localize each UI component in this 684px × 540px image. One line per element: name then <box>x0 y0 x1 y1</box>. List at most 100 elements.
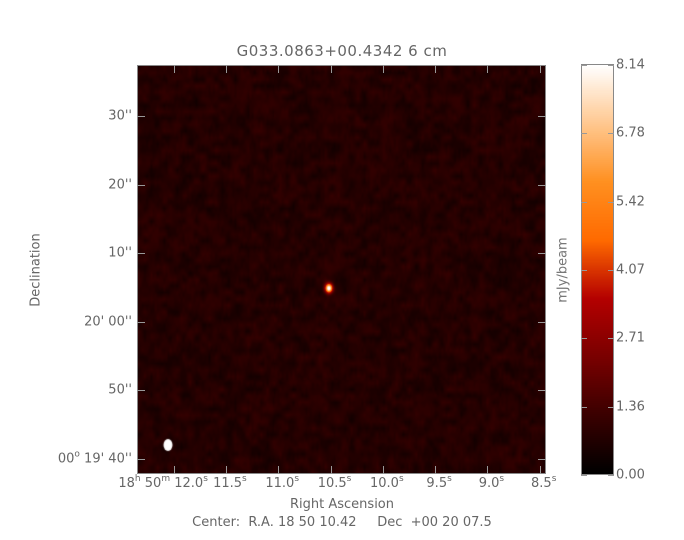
y-tick-mark <box>538 390 546 392</box>
colorbar-label: mJy/beam <box>555 237 571 303</box>
x-tick-mark <box>330 466 332 474</box>
y-tick-label: 50'' <box>108 383 132 398</box>
map-canvas <box>138 66 545 473</box>
x-tick-mark <box>487 65 489 73</box>
y-tick-degree-symbol: o <box>74 449 80 460</box>
y-tick-value: 19' 40'' <box>79 451 132 467</box>
colorbar-tick-mark <box>581 406 587 408</box>
colorbar-tick-mark <box>581 65 587 66</box>
colorbar-tick-label: 2.71 <box>616 330 645 346</box>
x-tick-mark <box>382 65 384 73</box>
x-tick-mark <box>173 65 175 73</box>
x-tick-mark <box>435 65 437 73</box>
y-tick-value: 10'' <box>108 245 132 261</box>
x-tick-value: 10.0 <box>369 476 399 491</box>
colorbar-tick-label: 1.36 <box>616 399 645 415</box>
x-tick-label: 11.0s <box>265 474 300 492</box>
y-tick-value: 30'' <box>108 108 132 124</box>
x-tick-unit: s <box>346 474 352 484</box>
x-axis-label: Right Ascension <box>290 497 394 512</box>
y-tick-value: 20' 00'' <box>84 314 132 330</box>
colorbar-tick-mark <box>608 406 614 408</box>
ra-hours-unit: h <box>134 474 141 484</box>
x-tick-mark <box>278 65 280 73</box>
y-tick-mark <box>137 321 145 323</box>
colorbar-tick-label: 8.14 <box>616 57 645 73</box>
x-tick-mark <box>173 466 175 474</box>
chart-title: G033.0863+00.4342 6 cm <box>236 42 448 60</box>
x-tick-label: 10.5s <box>317 474 352 492</box>
x-tick-unit: s <box>447 474 452 484</box>
colorbar-tick-mark <box>581 270 587 271</box>
y-tick-mark <box>538 184 546 186</box>
x-tick-mark <box>225 65 227 73</box>
colorbar-tick-label: 4.07 <box>616 262 645 278</box>
ra-minutes: 50 <box>144 476 162 491</box>
x-tick-mark <box>278 466 280 474</box>
colorbar <box>581 64 614 475</box>
colorbar-tick-mark <box>608 475 614 476</box>
x-tick-value: 10.5 <box>317 476 347 491</box>
y-tick-degrees: 00 <box>57 451 75 467</box>
x-tick-mark <box>435 466 437 474</box>
colorbar-tick-mark <box>608 270 614 271</box>
x-tick-label: 9.5s <box>426 474 452 492</box>
x-tick-label: 18h 50m 12.0s <box>118 474 208 492</box>
colorbar-tick-label: 0.00 <box>616 467 645 483</box>
center-coordinates: Center: R.A. 18 50 10.42 Dec +00 20 07.5 <box>192 515 492 530</box>
y-tick-label: 00o 19' 40'' <box>57 449 132 467</box>
y-tick-mark <box>137 390 145 392</box>
ra-minutes-unit: m <box>161 474 171 484</box>
y-tick-label: 20'' <box>108 177 132 192</box>
x-tick-value: 11.0 <box>265 476 295 491</box>
x-tick-unit: s <box>499 474 505 484</box>
y-tick-mark <box>538 116 546 118</box>
y-tick-value: 20'' <box>108 177 132 193</box>
x-tick-value: 9.0 <box>478 476 500 491</box>
y-tick-mark <box>137 184 145 186</box>
x-tick-mark <box>225 466 227 474</box>
y-tick-value: 50'' <box>108 382 132 398</box>
colorbar-tick-mark <box>608 133 614 135</box>
x-tick-mark <box>539 65 541 73</box>
colorbar-tick-mark <box>608 338 614 340</box>
colorbar-tick-mark <box>581 201 587 203</box>
y-tick-mark <box>538 321 546 323</box>
x-tick-mark <box>487 466 489 474</box>
y-tick-mark <box>137 253 145 255</box>
colorbar-tick-mark <box>581 338 587 340</box>
x-tick-mark <box>539 466 541 474</box>
x-tick-value: 12.0 <box>174 476 204 491</box>
colorbar-tick-label: 5.42 <box>616 194 645 210</box>
x-tick-mark <box>382 466 384 474</box>
colorbar-tick-label: 6.78 <box>616 125 645 141</box>
x-tick-label: 9.0s <box>478 474 505 492</box>
x-tick-label: 10.0s <box>369 474 404 492</box>
colorbar-gradient <box>582 65 613 474</box>
x-tick-label: 8.5s <box>531 474 557 492</box>
colorbar-tick-mark <box>581 475 587 476</box>
x-tick-unit: s <box>398 474 404 484</box>
x-tick-mark <box>330 65 332 73</box>
x-tick-unit: s <box>242 474 247 484</box>
y-tick-label: 10'' <box>108 246 132 261</box>
x-tick-label: 11.5s <box>213 474 247 492</box>
x-tick-value: 8.5 <box>531 476 552 491</box>
ra-hours: 18 <box>118 476 135 491</box>
radio-map-image <box>137 65 546 474</box>
y-tick-label: 30'' <box>108 109 132 124</box>
y-tick-label: 20' 00'' <box>84 314 132 329</box>
colorbar-tick-mark <box>581 133 587 135</box>
colorbar-tick-mark <box>608 65 614 66</box>
y-tick-mark <box>137 116 145 118</box>
y-tick-mark <box>538 253 546 255</box>
y-tick-mark <box>137 458 145 460</box>
x-tick-value: 9.5 <box>426 476 448 491</box>
colorbar-tick-mark <box>608 201 614 203</box>
x-tick-unit: s <box>294 474 300 484</box>
x-tick-unit: s <box>203 474 208 484</box>
y-tick-mark <box>538 458 546 460</box>
x-tick-unit: s <box>551 474 557 484</box>
x-tick-value: 11.5 <box>213 476 243 491</box>
y-axis-label: Declination <box>28 233 44 307</box>
